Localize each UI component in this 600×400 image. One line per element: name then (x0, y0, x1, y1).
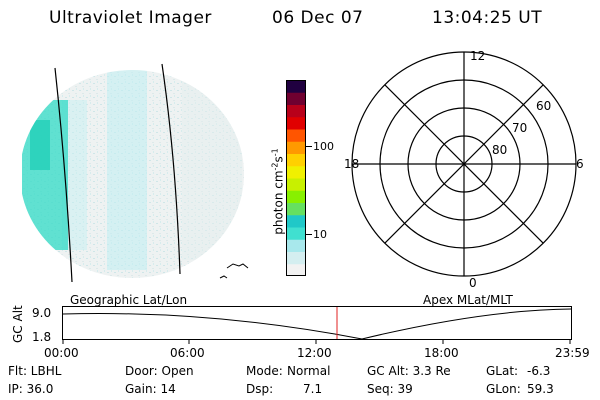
colorbar-tick (306, 146, 312, 147)
mlt-label-0: 0 (469, 276, 477, 288)
colorbar-segment (286, 227, 306, 240)
timeline-ytick-bottom: 1.8 (32, 330, 52, 344)
colorbar-tick-label: 100 (313, 140, 334, 153)
uv-image-geographic (22, 63, 249, 282)
colorbar-segment (286, 190, 306, 203)
colorbar-segment (286, 165, 306, 179)
colorbar-segment (286, 92, 306, 105)
colorbar-segment (286, 141, 306, 154)
timeline-ytick-top: 9.0 (32, 306, 52, 320)
info-door: Door: Open (125, 364, 194, 378)
colorbar-tick (306, 234, 312, 235)
info-gc-alt: GC Alt: 3.3 Re (367, 364, 451, 378)
info-glon-value: 59.3 (527, 382, 554, 396)
info-dsp-value: 7.1 (303, 382, 323, 396)
colorbar-segment (286, 214, 306, 228)
colorbar-segment (286, 178, 306, 191)
info-glat-value: -6.3 (527, 364, 551, 378)
date-label: 06 Dec 07 (272, 8, 364, 28)
coastline (219, 275, 228, 279)
colorbar-segment (286, 129, 306, 142)
info-ip: IP: 36.0 (8, 382, 54, 396)
timeline-right-title: Apex MLat/MLT (423, 293, 513, 307)
info-dsp-label: Dsp: (246, 382, 274, 396)
timeline-left-title: Geographic Lat/Lon (70, 293, 188, 307)
colorbar-segment (286, 116, 306, 130)
mlat-label-80: 80 (492, 143, 507, 157)
info-gain: Gain: 14 (125, 382, 176, 396)
info-mode-label: Mode: (246, 364, 283, 378)
app-title: Ultraviolet Imager (49, 8, 212, 28)
mlat-label-70: 70 (512, 121, 527, 135)
colorbar-segment (286, 80, 306, 93)
colorbar-segment (286, 153, 306, 167)
polar-diagonal (384, 84, 544, 244)
info-glon-label: GLon: (486, 382, 521, 396)
altitude-timeline (62, 306, 572, 344)
coastline (226, 263, 249, 269)
mlt-label-12: 12 (470, 49, 485, 63)
colorbar (286, 80, 306, 277)
colorbar-segment (286, 263, 306, 277)
mlt-label-18: 18 (344, 157, 359, 171)
info-filter: Flt: LBHL (8, 364, 62, 378)
timeline-xtick: 18:00 (424, 346, 459, 360)
colorbar-segment (286, 239, 306, 252)
timeline-xtick: 06:00 (170, 346, 205, 360)
timeline-ylabel: GC Alt (11, 305, 25, 343)
altitude-curve (62, 308, 572, 340)
timeline-xtick: 12:00 (297, 346, 332, 360)
colorbar-segment (286, 251, 306, 265)
info-seq: Seq: 39 (367, 382, 413, 396)
timeline-xtick: 23:59 (555, 346, 590, 360)
mlt-label-6: 6 (576, 157, 584, 171)
colorbar-tick-label: 10 (313, 228, 327, 241)
timeline-xtick: 00:00 (44, 346, 79, 360)
colorbar-segment (286, 104, 306, 118)
mlat-label-60: 60 (536, 99, 551, 113)
longitude-line (54, 67, 73, 282)
colorbar-segment (286, 202, 306, 216)
info-mode-value: Normal (287, 364, 331, 378)
time-label: 13:04:25 UT (432, 8, 543, 28)
info-glat-label: GLat: (486, 364, 519, 378)
longitude-line (161, 63, 181, 275)
colorbar-unit-label: photon cm-2s-1 (270, 148, 286, 235)
polar-grid: 12 18 6 0 60 70 80 (344, 49, 584, 288)
